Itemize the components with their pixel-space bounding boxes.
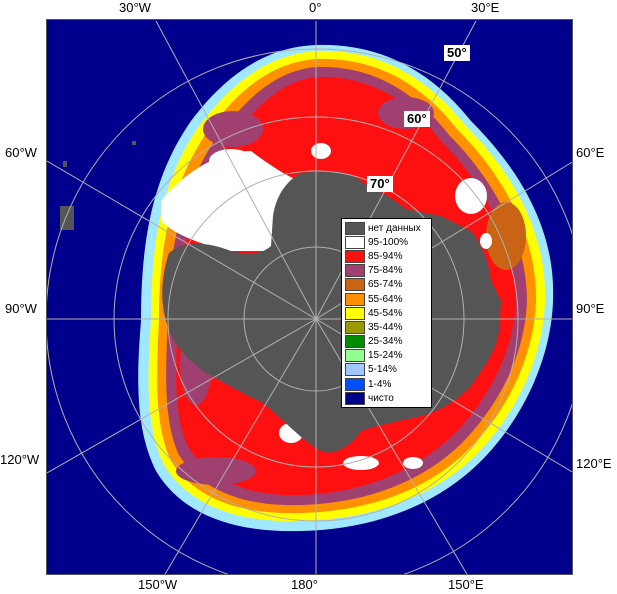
legend-label: 45-54% — [368, 307, 403, 319]
legend-swatch — [345, 391, 365, 405]
legend-item: 85-94% — [345, 249, 428, 263]
legend-swatch — [345, 363, 365, 377]
legend-swatch — [345, 377, 365, 391]
no-data-patch — [132, 141, 136, 145]
legend-swatch — [345, 235, 365, 249]
lon-label-90w: 90°W — [5, 301, 37, 316]
lat-label-60: 60° — [404, 111, 430, 127]
lon-label-120w: 120°W — [0, 452, 40, 467]
legend-label: 95-100% — [368, 236, 409, 248]
lon-label-150e: 150°E — [448, 577, 484, 592]
lon-label-90e: 90°E — [576, 301, 605, 316]
ice-white — [343, 456, 379, 470]
ice-white — [403, 457, 423, 469]
lon-label-150w: 150°W — [138, 577, 178, 592]
lon-label-120e: 120°E — [576, 456, 612, 471]
lon-label-180: 180° — [291, 577, 318, 592]
legend-label: чисто — [368, 392, 394, 404]
legend-item: 75-84% — [345, 264, 428, 278]
legend-item: 45-54% — [345, 306, 428, 320]
legend-swatch — [345, 249, 365, 263]
map-frame — [46, 19, 573, 575]
legend-item: 25-34% — [345, 335, 428, 349]
ice-white — [455, 178, 487, 214]
legend-swatch — [345, 320, 365, 334]
lon-label-30e: 30°E — [471, 0, 500, 15]
legend-label: 25-34% — [368, 336, 403, 348]
legend-label: 35-44% — [368, 321, 403, 333]
legend-item: 95-100% — [345, 235, 428, 249]
meridian — [155, 20, 317, 320]
lat-label-50: 50° — [444, 45, 470, 61]
legend-label: нет данных — [368, 222, 421, 234]
no-data-patch — [63, 161, 67, 167]
legend-item: 15-24% — [345, 349, 428, 363]
legend-swatch — [345, 306, 365, 320]
lat-label-70: 70° — [367, 176, 393, 192]
legend-item: 65-74% — [345, 278, 428, 292]
legend-label: 75-84% — [368, 265, 403, 277]
lon-label-60e: 60°E — [576, 145, 605, 160]
ice-white — [480, 233, 492, 249]
meridian — [47, 318, 317, 474]
legend-item: 55-64% — [345, 292, 428, 306]
lon-label-0: 0° — [309, 0, 322, 15]
legend-swatch — [345, 264, 365, 278]
ice-patch — [486, 202, 526, 270]
legend-item: 5-14% — [345, 363, 428, 377]
meridian — [164, 318, 317, 574]
legend-swatch — [345, 335, 365, 349]
legend-item: 1-4% — [345, 377, 428, 391]
meridian — [47, 160, 317, 320]
legend-swatch — [345, 349, 365, 363]
legend-swatch — [345, 278, 365, 292]
legend-item: 35-44% — [345, 320, 428, 334]
legend-label: 15-24% — [368, 350, 403, 362]
lon-label-60w: 60°W — [5, 145, 37, 160]
lon-label-30w: 30°W — [119, 0, 151, 15]
ice-patch — [203, 111, 263, 147]
legend-item: чисто — [345, 391, 428, 405]
legend-label: 85-94% — [368, 250, 403, 262]
legend-swatch — [345, 221, 365, 235]
legend-swatch — [345, 292, 365, 306]
legend: нет данных 95-100% 85-94% 75-84% 65-74% 55-64… — [341, 218, 432, 409]
legend-label: 1-4% — [368, 378, 392, 390]
sea-ice-map — [47, 20, 572, 574]
legend-label: 5-14% — [368, 364, 397, 376]
legend-label: 65-74% — [368, 279, 403, 291]
ice-white — [311, 143, 331, 159]
legend-label: 55-64% — [368, 293, 403, 305]
legend-item: нет данных — [345, 221, 428, 235]
ice-patch — [176, 457, 256, 485]
